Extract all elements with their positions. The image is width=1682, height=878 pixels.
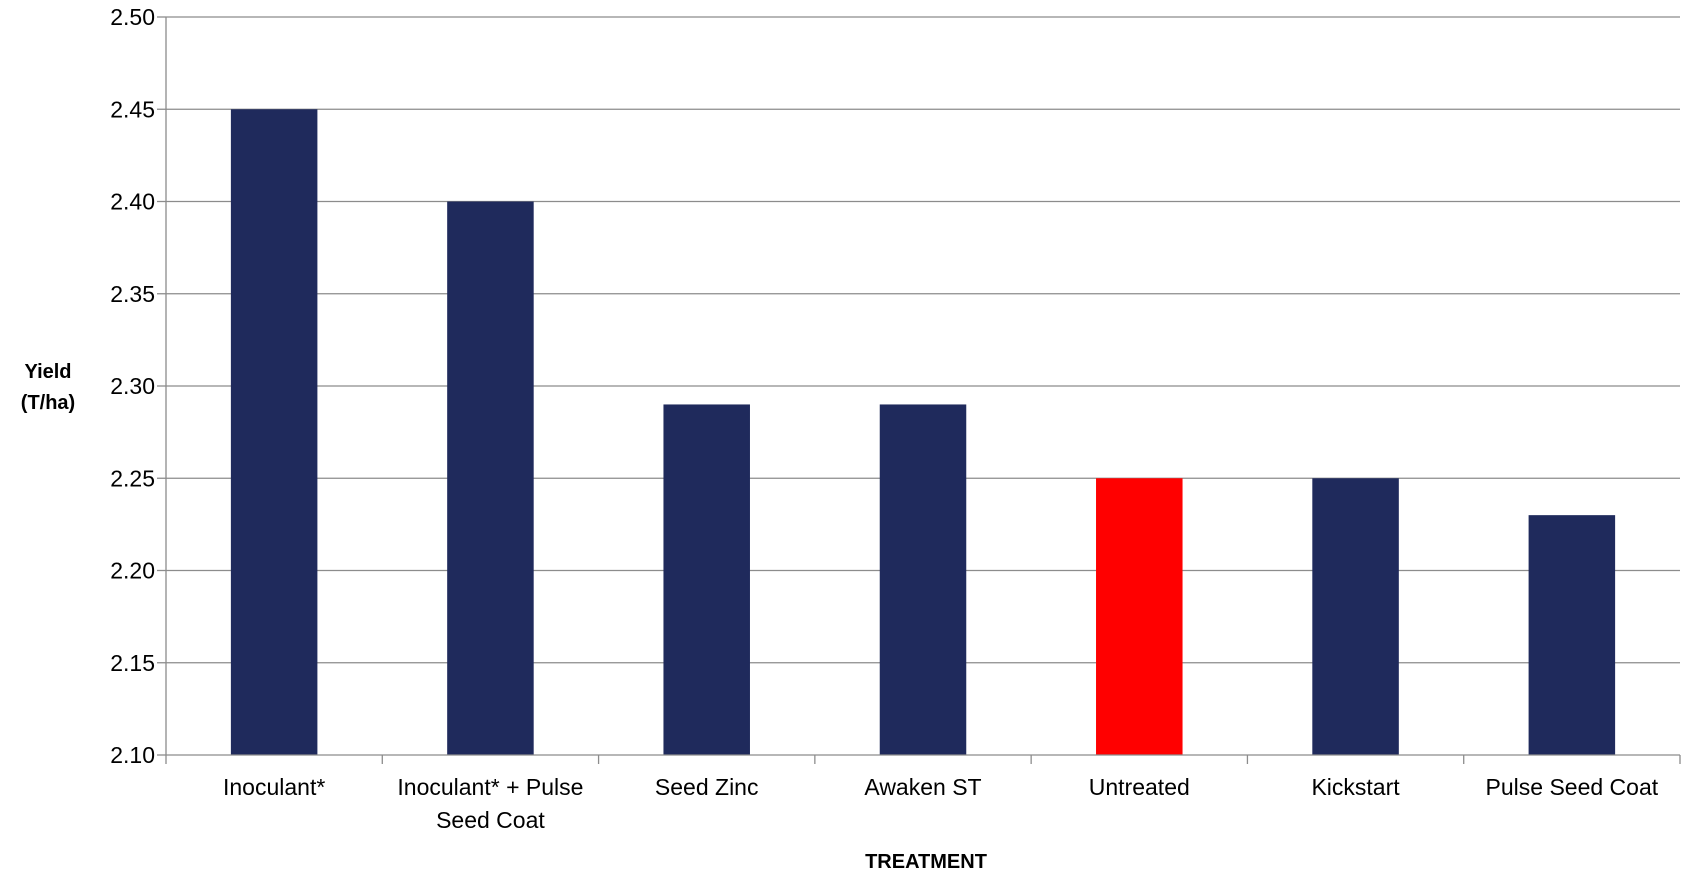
bar (230, 109, 318, 755)
y-tick-label: 2.45 (110, 96, 155, 122)
y-tick-label: 2.40 (110, 189, 155, 215)
bar (879, 404, 967, 755)
x-tick-label: Inoculant* (223, 774, 325, 800)
bar (1096, 478, 1183, 755)
x-tick-label: Awaken ST (864, 774, 981, 800)
x-tick-label: Seed Zinc (655, 774, 759, 800)
bar (1312, 478, 1399, 755)
x-tick-label: Untreated (1089, 774, 1190, 800)
y-tick-label: 2.35 (110, 281, 155, 307)
bars (230, 109, 1616, 755)
bar (1528, 515, 1616, 755)
bar (663, 404, 750, 755)
y-tick-label: 2.30 (110, 373, 155, 399)
x-tick-label: Kickstart (1311, 774, 1400, 800)
axes (157, 16, 1681, 764)
y-tick-label: 2.15 (110, 650, 155, 676)
y-axis-title: Yield (T/ha) (21, 361, 75, 414)
y-tick-label: 2.25 (110, 465, 155, 491)
y-tick-label: 2.10 (110, 742, 155, 768)
y-tick-label: 2.50 (110, 4, 155, 30)
x-tick-label: Pulse Seed Coat (1486, 774, 1659, 800)
x-tick-label: Inoculant* + Pulse Seed Coat (397, 774, 583, 833)
bar (447, 201, 534, 755)
x-category-labels: Inoculant* Inoculant* + Pulse Seed Coat See… (223, 774, 1659, 833)
x-axis-title: TREATMENT (865, 851, 987, 873)
y-tick-label: 2.20 (110, 558, 155, 584)
y-tick-labels: 2.10 2.15 2.20 2.25 2.30 2.35 2.40 2.45 2.50 (110, 4, 155, 768)
